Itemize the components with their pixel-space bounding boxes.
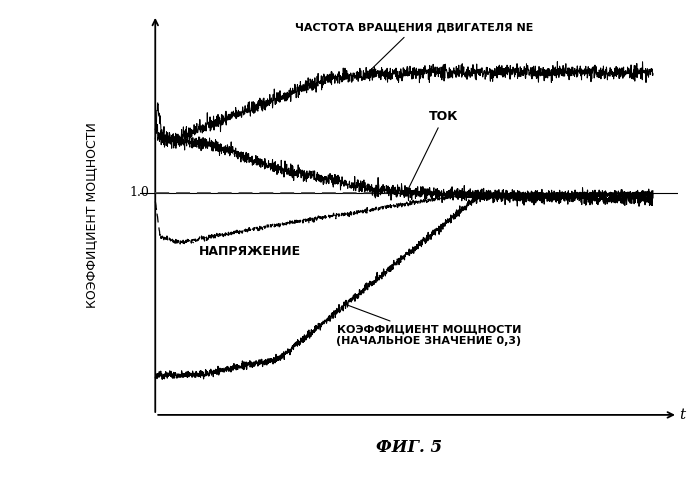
Text: КОЭФФИЦИЕНТ МОЩНОСТИ
(НАЧАЛЬНОЕ ЗНАЧЕНИЕ 0,3): КОЭФФИЦИЕНТ МОЩНОСТИ (НАЧАЛЬНОЕ ЗНАЧЕНИЕ… (337, 305, 522, 346)
Text: ЧАСТОТА ВРАЩЕНИЯ ДВИГАТЕЛЯ NE: ЧАСТОТА ВРАЩЕНИЯ ДВИГАТЕЛЯ NE (295, 22, 533, 74)
Text: НАПРЯЖЕНИЕ: НАПРЯЖЕНИЕ (193, 242, 301, 258)
Text: ТОК: ТОК (405, 110, 458, 195)
Text: t: t (679, 408, 685, 422)
Text: КОЭФФИЦИЕНТ МОЩНОСТИ: КОЭФФИЦИЕНТ МОЩНОСТИ (85, 122, 99, 308)
Text: ФИГ. 5: ФИГ. 5 (376, 439, 442, 456)
Text: 1.0: 1.0 (130, 186, 149, 199)
